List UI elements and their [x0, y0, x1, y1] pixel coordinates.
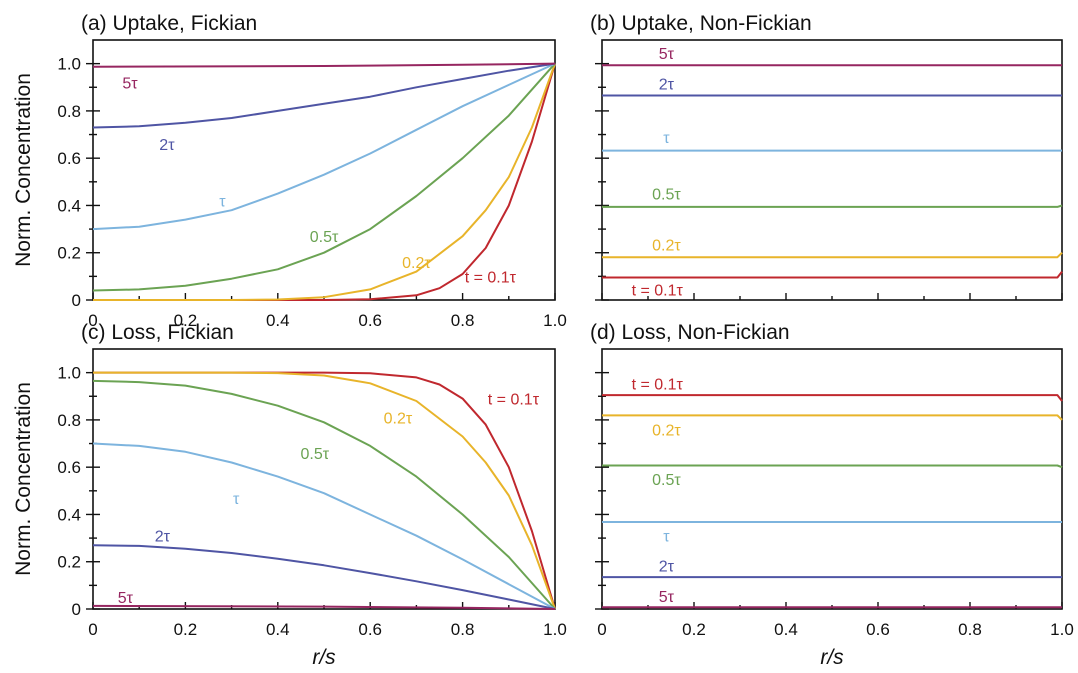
y-axis-label-top: Norm. Concentration — [12, 73, 35, 267]
x-tick-label: 0.6 — [358, 620, 382, 639]
x-tick-label: 0 — [88, 311, 97, 330]
y-tick-label: 0.8 — [57, 411, 81, 430]
series-line-0p5tau — [92, 379, 556, 610]
x-tick-label: 0.6 — [866, 620, 890, 639]
x-tick-label: 0.4 — [266, 620, 290, 639]
series-label-2tau: 2τ — [159, 137, 175, 154]
panel-title: (a) Uptake, Fickian — [81, 12, 257, 35]
x-tick-label: 0.4 — [266, 311, 290, 330]
panel-b-uptake-non-fickian: (b) Uptake, Non-Fickian 5τ 2τ τ 0.5τ 0.2τ t = … — [590, 12, 1063, 301]
series-line-2tau — [92, 544, 556, 610]
panel-c-loss-fickian: (c) Loss, Fickian 0 0.2 0.4 0.6 0.8 1.0 0 0.2 0.4… — [57, 321, 566, 639]
series-label-tau: τ — [219, 194, 226, 211]
series-label-5tau: 5τ — [659, 46, 675, 63]
series-label-tau: τ — [233, 491, 240, 508]
series-label-0p2tau: 0.2τ — [384, 411, 413, 428]
series-line-5tau — [92, 62, 556, 68]
series-line-5tau — [92, 604, 556, 610]
panel-a-uptake-fickian: (a) Uptake, Fickian 0 0.2 0.4 0.6 0.8 1.0 0 0.2 0… — [57, 12, 566, 330]
series-label-0p5tau: 0.5τ — [310, 229, 339, 246]
plot-frame — [92, 348, 556, 610]
y-tick-label: 0.6 — [57, 458, 81, 477]
series-label-2tau: 2τ — [659, 77, 675, 94]
x-tick-label: 0.6 — [358, 311, 382, 330]
series-label-tau: τ — [663, 529, 670, 546]
x-tick-label: 0.8 — [451, 311, 475, 330]
series-line-t-0p1tau — [602, 270, 1063, 279]
x-tick-label: 0.2 — [174, 620, 198, 639]
y-tick-label: 0.2 — [57, 244, 81, 263]
series-label-0p2tau: 0.2τ — [652, 237, 681, 254]
y-tick-label: 0 — [72, 600, 81, 619]
series-label-0p5tau: 0.5τ — [652, 187, 681, 204]
series-line-0p2tau — [602, 251, 1063, 259]
x-tick-label: 0.8 — [451, 620, 475, 639]
series-label-t-0p1tau: t = 0.1τ — [632, 282, 684, 299]
x-tick-label: 0 — [88, 620, 97, 639]
series-label-2tau: 2τ — [659, 558, 675, 575]
x-tick-label: 0 — [597, 620, 606, 639]
panel-title: (d) Loss, Non-Fickian — [590, 321, 790, 344]
x-tick-label: 0.4 — [774, 620, 798, 639]
y-tick-label: 0.8 — [57, 102, 81, 121]
series-line-t-0p1tau — [602, 394, 1063, 402]
series-label-0p5tau: 0.5τ — [300, 446, 329, 463]
y-tick-label: 0.6 — [57, 149, 81, 168]
series-line-0p5tau — [92, 62, 556, 292]
x-tick-label: 1.0 — [1050, 620, 1074, 639]
y-axis-label-bottom: Norm. Concentration — [12, 382, 35, 576]
series-line-t-0p1tau — [93, 63, 556, 301]
series-label-t-0p1tau: t = 0.1τ — [632, 376, 684, 393]
series-line-0p2tau — [602, 414, 1063, 421]
plot-frame — [92, 39, 556, 301]
panel-title: (c) Loss, Fickian — [81, 321, 234, 344]
series-line-0p5tau — [602, 464, 1063, 469]
x-axis-label-right: r/s — [820, 646, 844, 669]
y-tick-label: 0.4 — [57, 505, 81, 524]
series-label-0p2tau: 0.2τ — [402, 255, 431, 272]
series-label-5tau: 5τ — [122, 76, 138, 93]
series-line-2tau — [92, 62, 556, 129]
y-tick-label: 0.2 — [57, 553, 81, 572]
series-line-0p2tau — [93, 63, 556, 301]
series-label-0p5tau: 0.5τ — [652, 472, 681, 489]
x-tick-label: 0.2 — [174, 311, 198, 330]
x-tick-label: 1.0 — [543, 620, 567, 639]
series-line-0p2tau — [93, 371, 556, 610]
x-tick-label: 0.8 — [958, 620, 982, 639]
y-tick-label: 0 — [72, 291, 81, 310]
series-line-0p5tau — [602, 204, 1063, 208]
series-label-5tau: 5τ — [659, 589, 675, 606]
y-tick-label: 1.0 — [57, 364, 81, 383]
series-line-tau — [92, 442, 556, 610]
x-tick-label: 0.2 — [682, 620, 706, 639]
x-axis-label-left: r/s — [312, 646, 336, 669]
series-label-t-0p1tau: t = 0.1τ — [488, 392, 540, 409]
series-label-tau: τ — [663, 130, 670, 147]
series-label-2tau: 2τ — [155, 529, 171, 546]
x-tick-label: 1.0 — [543, 311, 567, 330]
series-label-5tau: 5τ — [118, 590, 134, 607]
series-label-t-0p1tau: t = 0.1τ — [465, 269, 517, 286]
series-line-tau — [92, 62, 556, 231]
y-tick-label: 1.0 — [57, 55, 81, 74]
series-line-t-0p1tau — [93, 371, 556, 610]
series-label-0p2tau: 0.2τ — [652, 422, 681, 439]
panel-d-loss-non-fickian: (d) Loss, Non-Fickian 0 0.2 0.4 0.6 0.8 1.0 t =… — [590, 321, 1074, 639]
y-tick-label: 0.4 — [57, 196, 81, 215]
panel-title: (b) Uptake, Non-Fickian — [590, 12, 812, 35]
